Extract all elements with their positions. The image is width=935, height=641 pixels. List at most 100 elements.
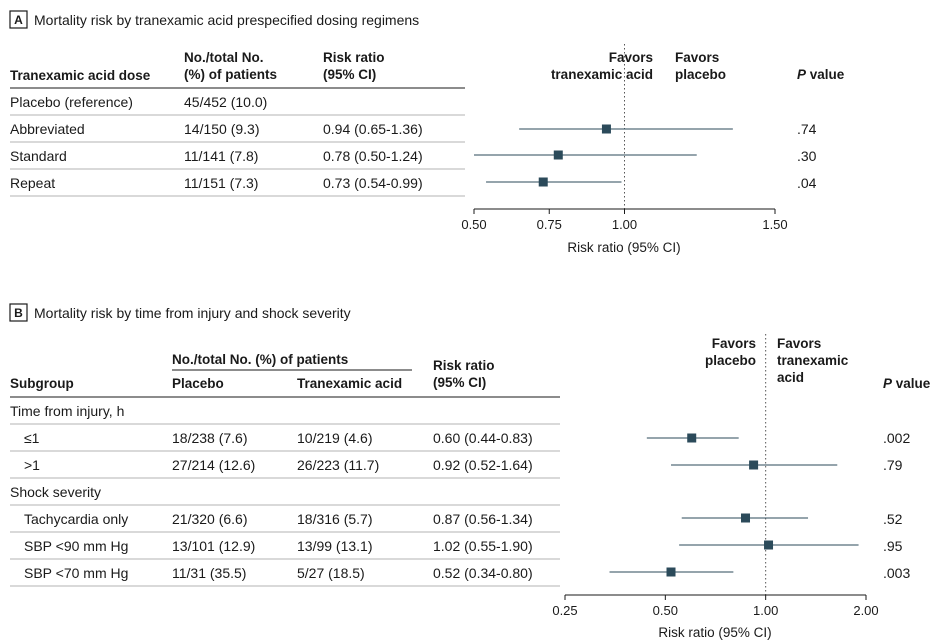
point-estimate-marker: [687, 433, 697, 443]
panel-b-header-txa: Tranexamic acid: [297, 376, 402, 391]
panel-a-header-rr-1: Risk ratio: [323, 50, 385, 65]
panel-b-row-placebo: 13/101 (12.9): [172, 538, 255, 554]
point-estimate-marker: [741, 513, 751, 523]
panel-b-row-p: .52: [883, 511, 903, 527]
point-estimate-marker: [601, 124, 611, 134]
panel-b-badge: [9, 303, 28, 322]
panel-b-header-rr-2: (95% CI): [433, 375, 486, 390]
panel-b-favors-left-1: Favors: [712, 336, 756, 351]
panel-b-row-label: SBP <70 mm Hg: [24, 565, 128, 581]
panel-b-header-placebo: Placebo: [172, 376, 224, 391]
panel-a-row-dividers: [10, 114, 465, 197]
panel-b-row-txa: 10/219 (4.6): [297, 430, 373, 446]
panel-b-row-p: .003: [883, 565, 910, 581]
point-estimate-marker: [764, 540, 774, 550]
panel-a: A Mortality risk by tranexamic acid pres…: [9, 10, 845, 255]
panel-b-forest-plot: 0.25 0.50 1.00 2.00: [552, 334, 879, 618]
panel-a-row-label: Placebo (reference): [10, 94, 133, 110]
panel-b-row-rr: 0.52 (0.34-0.80): [433, 565, 533, 581]
panel-b-row-p: .95: [883, 538, 903, 554]
panel-b-row-dividers: [10, 423, 560, 587]
panel-a-row-label: Repeat: [10, 175, 55, 191]
panel-a-favors-right-1: Favors: [675, 50, 719, 65]
panel-b-favors-right-1: Favors: [777, 336, 821, 351]
panel-a-header-rr-2: (95% CI): [323, 67, 376, 82]
panel-b-row-placebo: 11/31 (35.5): [172, 565, 246, 581]
table-row: Placebo (reference) 45/452 (10.0): [10, 94, 267, 110]
panel-b-row-rr: 0.92 (0.52-1.64): [433, 457, 533, 473]
table-row: >1 27/214 (12.6) 26/223 (11.7) 0.92 (0.5…: [24, 457, 903, 473]
table-row: Tachycardia only 21/320 (6.6) 18/316 (5.…: [24, 511, 903, 527]
panel-b-row-rr: 0.60 (0.44-0.83): [433, 430, 533, 446]
panel-b-favors-left-2: placebo: [705, 353, 756, 368]
panel-b-title: Mortality risk by time from injury and s…: [34, 305, 351, 321]
panel-b-row-p: .79: [883, 457, 903, 473]
x-tick-label: 1.50: [762, 217, 787, 232]
panel-b-row-placebo: 27/214 (12.6): [172, 457, 255, 473]
panel-a-row-n: 11/141 (7.8): [184, 148, 258, 164]
panel-b-axis-label: Risk ratio (95% CI): [658, 625, 771, 640]
panel-b-favors-right-3: acid: [777, 370, 804, 385]
panel-a-header-n-1: No./total No.: [184, 50, 264, 65]
panel-a-header-dose: Tranexamic acid dose: [10, 68, 151, 83]
panel-a-forest-plot: 0.50 0.75 1.00 1.50: [461, 44, 788, 232]
table-row: Standard 11/141 (7.8) 0.78 (0.50-1.24) .…: [10, 148, 817, 164]
point-estimate-marker: [553, 150, 563, 160]
panel-a-letter: A: [14, 13, 23, 27]
panel-a-row-p: .04: [797, 175, 817, 191]
x-tick-label: 0.50: [653, 603, 678, 618]
panel-b-row-label: Tachycardia only: [24, 511, 128, 527]
panel-b-row-label: SBP <90 mm Hg: [24, 538, 128, 554]
panel-b-row-label: ≤1: [24, 430, 40, 446]
panel-b-group-label: Time from injury, h: [10, 403, 124, 419]
panel-a-title: Mortality risk by tranexamic acid prespe…: [34, 12, 419, 28]
panel-b-letter: B: [14, 306, 23, 320]
panel-a-row-label: Standard: [10, 148, 67, 164]
panel-b-row-placebo: 18/238 (7.6): [172, 430, 248, 446]
panel-b-row-rr: 1.02 (0.55-1.90): [433, 538, 533, 554]
x-tick-label: 0.25: [552, 603, 577, 618]
panel-a-row-label: Abbreviated: [10, 121, 85, 137]
panel-a-row-rr: 0.94 (0.65-1.36): [323, 121, 423, 137]
panel-a-favors-right-2: placebo: [675, 67, 726, 82]
table-row: SBP <70 mm Hg 11/31 (35.5) 5/27 (18.5) 0…: [24, 565, 910, 581]
panel-b-header-rr-1: Risk ratio: [433, 358, 495, 373]
x-tick-label: 1.00: [612, 217, 637, 232]
panel-b-row-txa: 13/99 (13.1): [297, 538, 373, 554]
panel-a-badge: [9, 10, 28, 29]
panel-a-header-p: P value: [797, 67, 845, 82]
panel-b-row-txa: 18/316 (5.7): [297, 511, 373, 527]
panel-b-favors-right-2: tranexamic: [777, 353, 849, 368]
panel-a-row-p: .30: [797, 148, 817, 164]
panel-a-axis-label: Risk ratio (95% CI): [567, 240, 680, 255]
panel-a-row-n: 45/452 (10.0): [184, 94, 267, 110]
panel-b-header-p: P value: [883, 376, 931, 391]
panel-a-row-rr: 0.73 (0.54-0.99): [323, 175, 423, 191]
point-estimate-marker: [538, 177, 548, 187]
panel-a-row-p: .74: [797, 121, 817, 137]
panel-b: B Mortality risk by time from injury and…: [9, 303, 931, 640]
table-row: ≤1 18/238 (7.6) 10/219 (4.6) 0.60 (0.44-…: [24, 430, 910, 446]
panel-b-group-label: Shock severity: [10, 484, 101, 500]
table-row: Repeat 11/151 (7.3) 0.73 (0.54-0.99) .04: [10, 175, 817, 191]
panel-b-header-subgroup: Subgroup: [10, 376, 74, 391]
x-tick-label: 1.00: [753, 603, 778, 618]
panel-a-row-rr: 0.78 (0.50-1.24): [323, 148, 423, 164]
panel-b-row-label: >1: [24, 457, 40, 473]
table-row: SBP <90 mm Hg 13/101 (12.9) 13/99 (13.1)…: [24, 538, 903, 554]
panel-a-row-n: 11/151 (7.3): [184, 175, 258, 191]
point-estimate-marker: [749, 460, 759, 470]
x-tick-label: 0.75: [537, 217, 562, 232]
panel-b-row-txa: 5/27 (18.5): [297, 565, 365, 581]
panel-b-row-rr: 0.87 (0.56-1.34): [433, 511, 533, 527]
x-tick-label: 0.50: [461, 217, 486, 232]
panel-b-row-placebo: 21/320 (6.6): [172, 511, 248, 527]
panel-b-row-txa: 26/223 (11.7): [297, 457, 379, 473]
x-tick-label: 2.00: [853, 603, 878, 618]
panel-b-header-span: No./total No. (%) of patients: [172, 352, 348, 367]
point-estimate-marker: [666, 567, 676, 577]
panel-a-favors-left-2: tranexamic acid: [551, 67, 653, 82]
table-row: Abbreviated 14/150 (9.3) 0.94 (0.65-1.36…: [10, 121, 817, 137]
panel-a-row-n: 14/150 (9.3): [184, 121, 260, 137]
